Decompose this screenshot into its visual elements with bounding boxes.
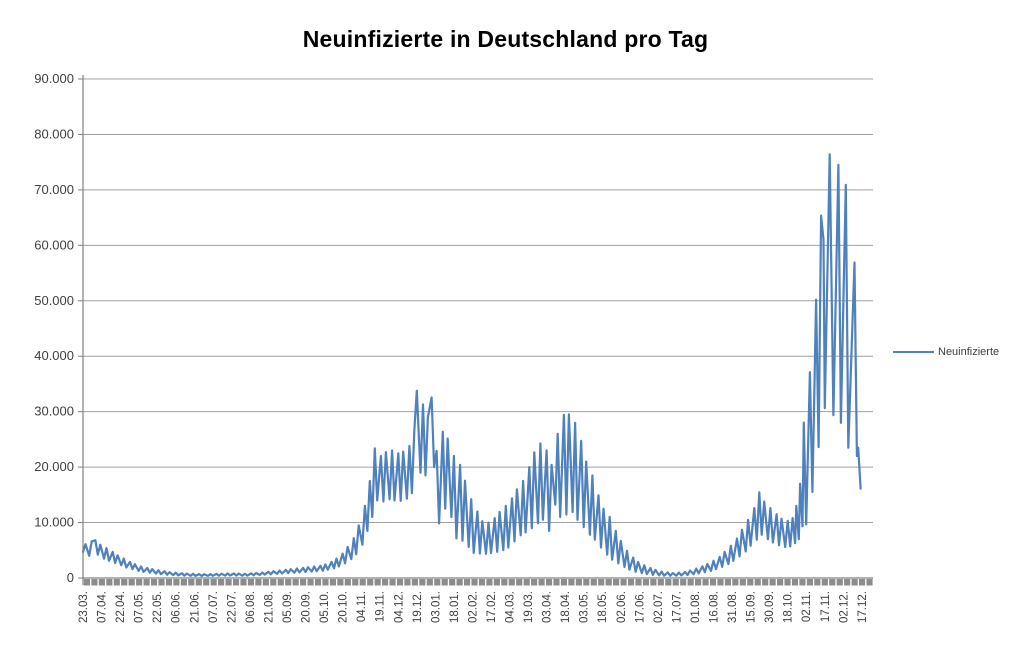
y-tick-label: 0 bbox=[67, 570, 74, 585]
y-tick-label: 50.000 bbox=[34, 293, 74, 308]
x-tick-label: 16.08. bbox=[709, 591, 721, 623]
x-tick-label: 04.03. bbox=[505, 591, 517, 623]
y-axis-labels: 0 10.000 20.000 30.000 40.000 50.000 60.000 70.… bbox=[34, 71, 74, 585]
y-tick-label: 40.000 bbox=[34, 348, 74, 363]
x-tick-label: 02.11. bbox=[801, 591, 813, 622]
x-tick-label: 23.03. bbox=[78, 591, 90, 623]
x-tick-label: 02.02. bbox=[467, 591, 479, 623]
x-tick-label: 05.09. bbox=[282, 591, 294, 623]
x-tick-label: 03.01. bbox=[430, 591, 442, 623]
x-tick-label: 17.02. bbox=[486, 591, 498, 623]
x-tick-label: 01.08. bbox=[690, 591, 702, 623]
x-tick-label: 03.05. bbox=[579, 591, 591, 623]
x-tick-label: 30.09. bbox=[764, 591, 776, 623]
x-tick-label: 17.11. bbox=[820, 591, 832, 622]
x-tick-label: 02.07. bbox=[653, 591, 665, 623]
y-tick-label: 90.000 bbox=[34, 71, 74, 86]
y-tick-label: 80.000 bbox=[34, 126, 74, 141]
x-tick-label: 19.11. bbox=[375, 591, 387, 622]
legend-label: Neuinfizierte bbox=[938, 346, 1000, 358]
x-tick-label: 06.06. bbox=[171, 591, 183, 623]
x-tick-label: 22.04. bbox=[115, 591, 127, 623]
x-tick-label: 18.05. bbox=[597, 591, 609, 623]
y-tick-label: 30.000 bbox=[34, 404, 74, 419]
x-tick-label: 05.10. bbox=[319, 591, 331, 623]
x-tick-label: 19.12. bbox=[412, 591, 424, 623]
gridlines bbox=[83, 78, 873, 524]
x-tick-label: 15.09. bbox=[746, 591, 758, 623]
x-tick-label: 20.09. bbox=[301, 591, 313, 623]
y-tick-label: 20.000 bbox=[34, 459, 74, 474]
x-tick-label: 07.05. bbox=[134, 591, 146, 623]
x-tick-label: 22.05. bbox=[152, 591, 164, 623]
x-tick-label: 18.04. bbox=[560, 591, 572, 623]
x-axis-labels: 23.03. 07.04. 22.04. 07.05. 22.05. 06.06. 21.0… bbox=[78, 591, 869, 623]
x-tick-label: 17.12. bbox=[857, 591, 869, 623]
chart-title: Neuinfizierte in Deutschland pro Tag bbox=[302, 26, 709, 52]
y-tick-label: 10.000 bbox=[34, 515, 74, 530]
x-tick-label: 07.07. bbox=[208, 591, 220, 623]
x-tick-label: 18.10. bbox=[783, 591, 795, 623]
x-tick-label: 19.03. bbox=[523, 591, 535, 623]
legend-line-sample bbox=[893, 351, 934, 353]
x-tick-label: 18.01. bbox=[449, 591, 461, 623]
x-tick-label: 17.06. bbox=[634, 591, 646, 623]
x-tick-label: 17.07. bbox=[671, 591, 683, 623]
x-tick-label: 21.06. bbox=[189, 591, 201, 623]
x-tick-label: 03.04. bbox=[542, 591, 554, 623]
x-tick-label: 04.12. bbox=[393, 591, 405, 623]
x-tick-label: 04.11. bbox=[356, 591, 368, 622]
axes bbox=[82, 75, 873, 585]
y-tick-label: 70.000 bbox=[34, 182, 74, 197]
x-tick-label: 22.07. bbox=[226, 591, 238, 623]
x-tick-label: 31.08. bbox=[727, 591, 739, 623]
x-tick-label: 06.08. bbox=[245, 591, 257, 623]
series-line-neuinfizierte bbox=[81, 153, 862, 578]
x-tick-label: 20.10. bbox=[338, 591, 350, 623]
legend: Neuinfizierte bbox=[893, 346, 999, 358]
x-tick-label: 21.08. bbox=[263, 591, 275, 623]
x-axis-tick-band bbox=[83, 579, 873, 586]
y-axis-ticks bbox=[78, 78, 83, 579]
y-tick-label: 60.000 bbox=[34, 237, 74, 252]
x-tick-label: 02.12. bbox=[838, 591, 850, 623]
x-tick-label: 02.06. bbox=[616, 591, 628, 623]
x-tick-label: 07.04. bbox=[97, 591, 109, 623]
